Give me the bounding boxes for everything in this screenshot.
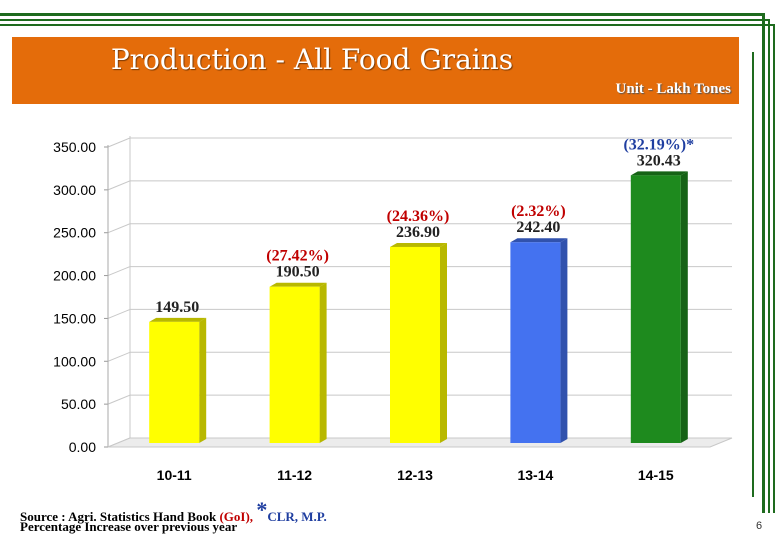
ytick-label: 150.00 bbox=[53, 310, 96, 326]
bar bbox=[269, 286, 320, 443]
source-goi: (GoI), bbox=[219, 509, 254, 524]
border-top-line-2 bbox=[0, 19, 770, 21]
border-top-line-1 bbox=[0, 13, 765, 16]
value-label: 320.43 bbox=[637, 152, 681, 169]
bar-side bbox=[680, 171, 688, 444]
xtick-label: 14-15 bbox=[638, 467, 674, 483]
percent-label: (24.36%) bbox=[387, 208, 450, 225]
bar-top bbox=[510, 238, 568, 243]
ytick-label: 50.00 bbox=[61, 396, 96, 412]
gridline-diag bbox=[107, 137, 131, 148]
bar bbox=[630, 175, 681, 444]
value-label: 190.50 bbox=[276, 264, 320, 281]
ytick-label: 200.00 bbox=[53, 268, 96, 284]
header-banner: Production - All Food Grains Unit - Lakh… bbox=[12, 37, 739, 104]
bar-side bbox=[199, 317, 207, 443]
value-label: 242.40 bbox=[516, 219, 560, 236]
border-right-line-1 bbox=[762, 13, 765, 513]
bar-side bbox=[560, 238, 568, 443]
gridline-diag bbox=[107, 223, 131, 234]
percent-label: (27.42%) bbox=[266, 248, 329, 265]
page-title: Production - All Food Grains bbox=[110, 43, 514, 76]
gridline-diag bbox=[107, 308, 131, 319]
value-label: 236.90 bbox=[396, 224, 440, 241]
bar-top bbox=[630, 171, 688, 176]
y-axis-ticks: 0.00 50.00 100.00 150.00 200.00 250.00 300.00 3… bbox=[53, 139, 96, 455]
gridline-diag bbox=[107, 394, 131, 405]
chart-bars bbox=[149, 171, 688, 444]
bar-top bbox=[149, 317, 207, 322]
bar bbox=[149, 321, 200, 443]
xtick-label: 10-11 bbox=[157, 467, 192, 483]
ytick-label: 300.00 bbox=[53, 182, 96, 198]
source-asterisk: * bbox=[256, 497, 268, 522]
bar-chart: 0.00 50.00 100.00 150.00 200.00 250.00 300.00 3… bbox=[53, 136, 733, 483]
gridline-diag bbox=[107, 351, 131, 362]
chart-labels: 149.50 190.50(27.42%) 236.90(24.36%) 242.40… bbox=[155, 136, 694, 316]
border-right-line-2 bbox=[768, 19, 770, 513]
bar-side bbox=[319, 282, 327, 443]
gridline-diag bbox=[107, 180, 131, 191]
source-line: Source : Agri. Statistics Hand Book (GoI… bbox=[20, 497, 327, 527]
source-text: Source : Agri. Statistics Hand Book bbox=[20, 509, 220, 524]
border-inner-right-line bbox=[752, 52, 754, 497]
xtick-label: 11-12 bbox=[277, 467, 312, 483]
xtick-label: 13-14 bbox=[517, 467, 553, 483]
bar-top bbox=[269, 282, 327, 287]
percent-label: (32.19%)* bbox=[623, 136, 694, 153]
ytick-label: 0.00 bbox=[69, 439, 96, 455]
value-label: 149.50 bbox=[155, 299, 199, 316]
border-right-line-3 bbox=[773, 24, 775, 513]
xtick-label: 12-13 bbox=[397, 467, 433, 483]
border-top-line-3 bbox=[0, 24, 775, 26]
page-number: 6 bbox=[756, 520, 763, 532]
unit-label: Unit - Lakh Tones bbox=[615, 81, 731, 97]
percent-label: (2.32%) bbox=[511, 203, 566, 220]
bar bbox=[510, 242, 561, 443]
gridline-diag bbox=[107, 266, 131, 277]
bar bbox=[390, 246, 440, 443]
ytick-label: 100.00 bbox=[53, 353, 96, 369]
bar-side bbox=[440, 242, 447, 443]
footnote: Percentage Increase over previous year bbox=[20, 519, 238, 534]
ytick-label: 250.00 bbox=[53, 225, 96, 241]
x-axis-ticks: 10-11 11-12 12-13 13-14 14-15 bbox=[157, 467, 674, 483]
bar-top bbox=[390, 242, 447, 247]
ytick-label: 350.00 bbox=[53, 139, 96, 155]
source-clr: CLR, M.P. bbox=[267, 509, 327, 524]
